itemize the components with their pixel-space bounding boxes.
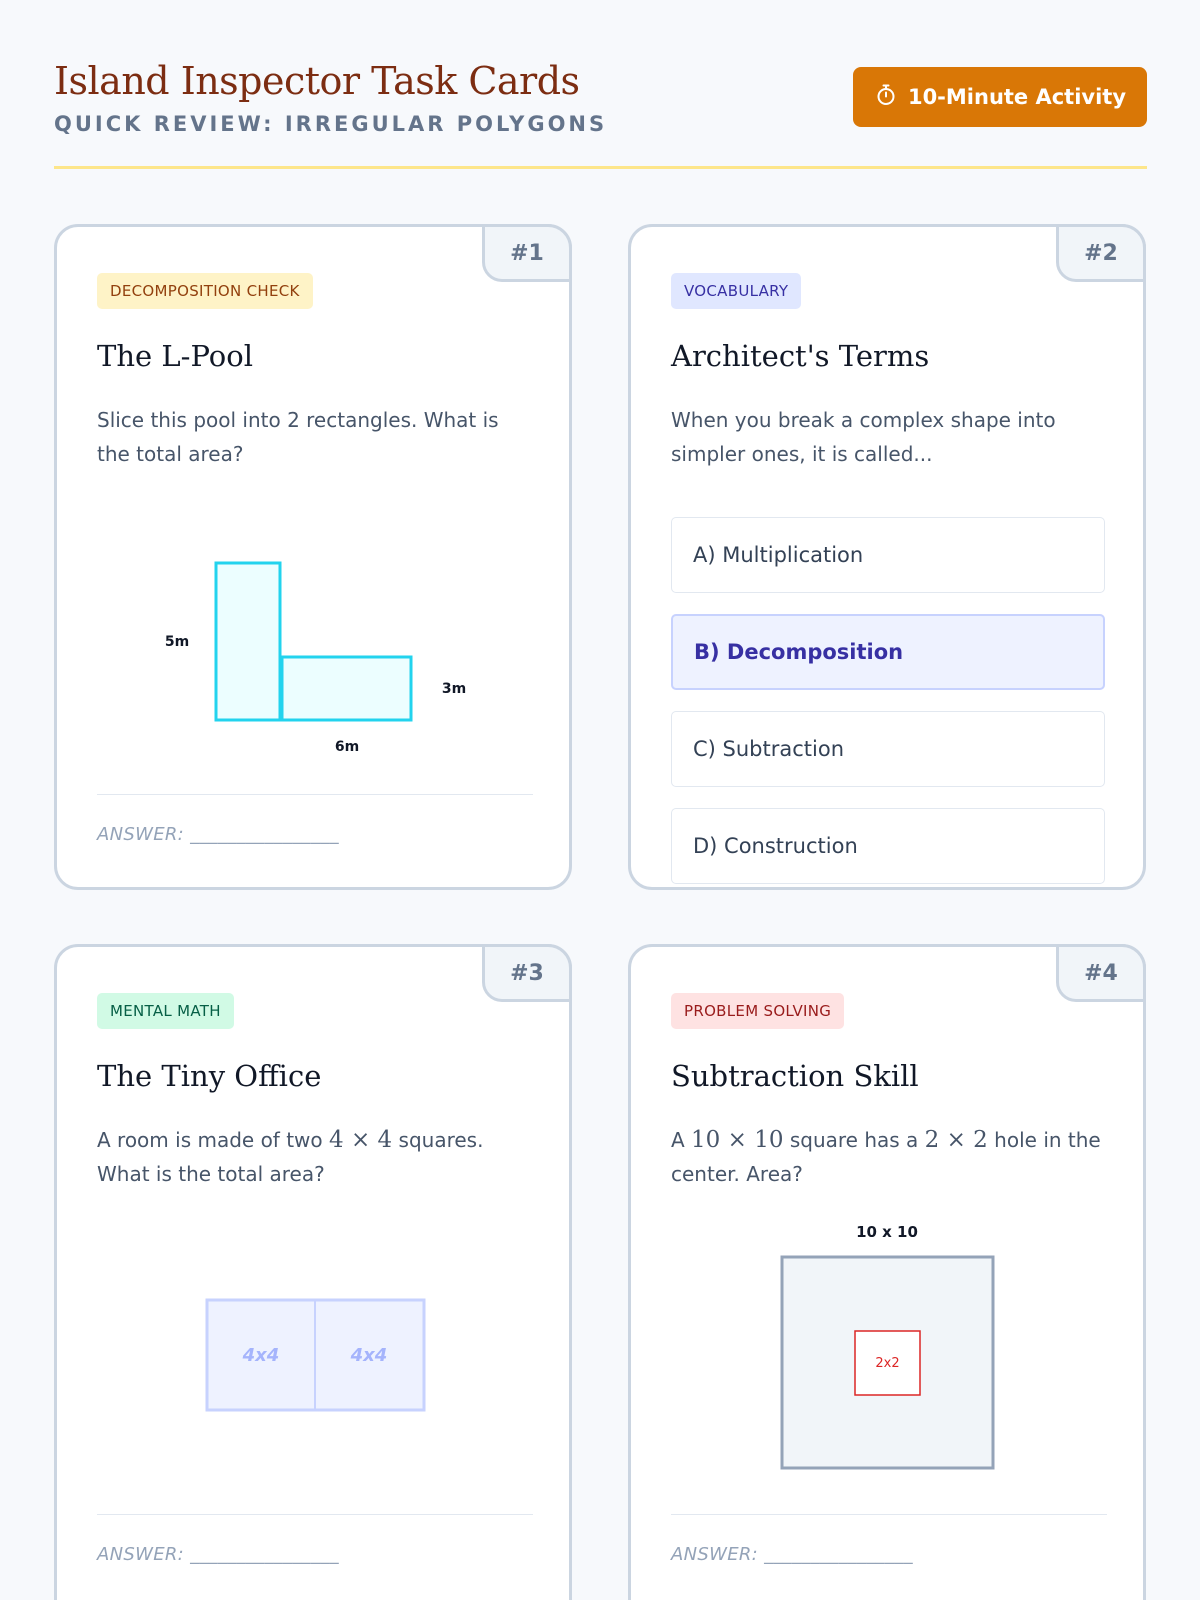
inner-hole-label: 2x2 [875,1356,899,1371]
office-square-label-left: 4x4 [242,1345,280,1366]
pool-wide-rect [280,655,413,722]
card-title: Subtraction Skill [671,1059,919,1093]
inner-hole [854,1330,921,1396]
card-divider [97,794,533,795]
activity-timer-label: 10-Minute Activity [907,85,1127,109]
dimension-label-bottom: 6m [335,739,359,755]
card-prompt: When you break a complex shape into simp… [671,408,1056,466]
card-prompt: A room is made of two 4 × 4 squares. Wha… [97,1127,484,1186]
answer-line: ANSWER: ________________ [671,1544,913,1565]
card-divider [671,1514,1107,1515]
card-title: The Tiny Office [97,1059,322,1093]
category-badge: PROBLEM SOLVING [671,993,845,1029]
category-badge: DECOMPOSITION CHECK [97,273,313,309]
card-number: #2 [1056,224,1146,282]
card-number: #4 [1056,944,1146,1002]
page-header: Island Inspector Task Cards QUICK REVIEW… [54,56,1147,169]
office-square-label-right: 4x4 [350,1345,388,1366]
task-card-4: #4 PROBLEM SOLVING Subtraction Skill A 1… [628,944,1146,1600]
page-subtitle: QUICK REVIEW: IRREGULAR POLYGONS [54,112,608,136]
tiny-office-diagram: 4x4 4x4 [205,1298,426,1412]
answer-line: ANSWER: ________________ [97,1544,339,1565]
answer-option-a[interactable]: A) Multiplication [671,517,1105,593]
category-badge: VOCABULARY [671,273,802,309]
card-divider [97,1514,533,1515]
square-hole-diagram: 10 x 10 2x2 [780,1223,995,1470]
answer-option-b[interactable]: B) Decomposition [671,614,1105,690]
dimension-label-left: 5m [165,634,189,650]
page-title: Island Inspector Task Cards [54,59,580,103]
l-pool-diagram: 5m 3m 6m [165,561,466,755]
pool-tall-rect [214,561,282,722]
task-card-3: #3 MENTAL MATH The Tiny Office A room is… [54,944,572,1600]
task-card-1: #1 DECOMPOSITION CHECK The L-Pool Slice … [54,224,572,890]
stopwatch-icon [874,83,898,112]
outer-square-label: 10 x 10 [856,1223,918,1241]
answer-option-c[interactable]: C) Subtraction [671,711,1105,787]
category-badge: MENTAL MATH [97,993,234,1029]
answer-option-d[interactable]: D) Construction [671,808,1105,884]
answer-line: ANSWER: ________________ [97,824,339,845]
card-number: #3 [482,944,572,1002]
card-title: Architect's Terms [671,339,930,373]
task-card-2: #2 VOCABULARY Architect's Terms When you… [628,224,1146,890]
card-title: The L-Pool [97,339,253,373]
card-prompt: Slice this pool into 2 rectangles. What … [97,408,499,466]
dimension-label-right: 3m [442,681,466,697]
card-prompt: A 10 × 10 square has a 2 × 2 hole in the… [671,1127,1101,1186]
activity-timer-button[interactable]: 10-Minute Activity [853,67,1147,127]
card-number: #1 [482,224,572,282]
